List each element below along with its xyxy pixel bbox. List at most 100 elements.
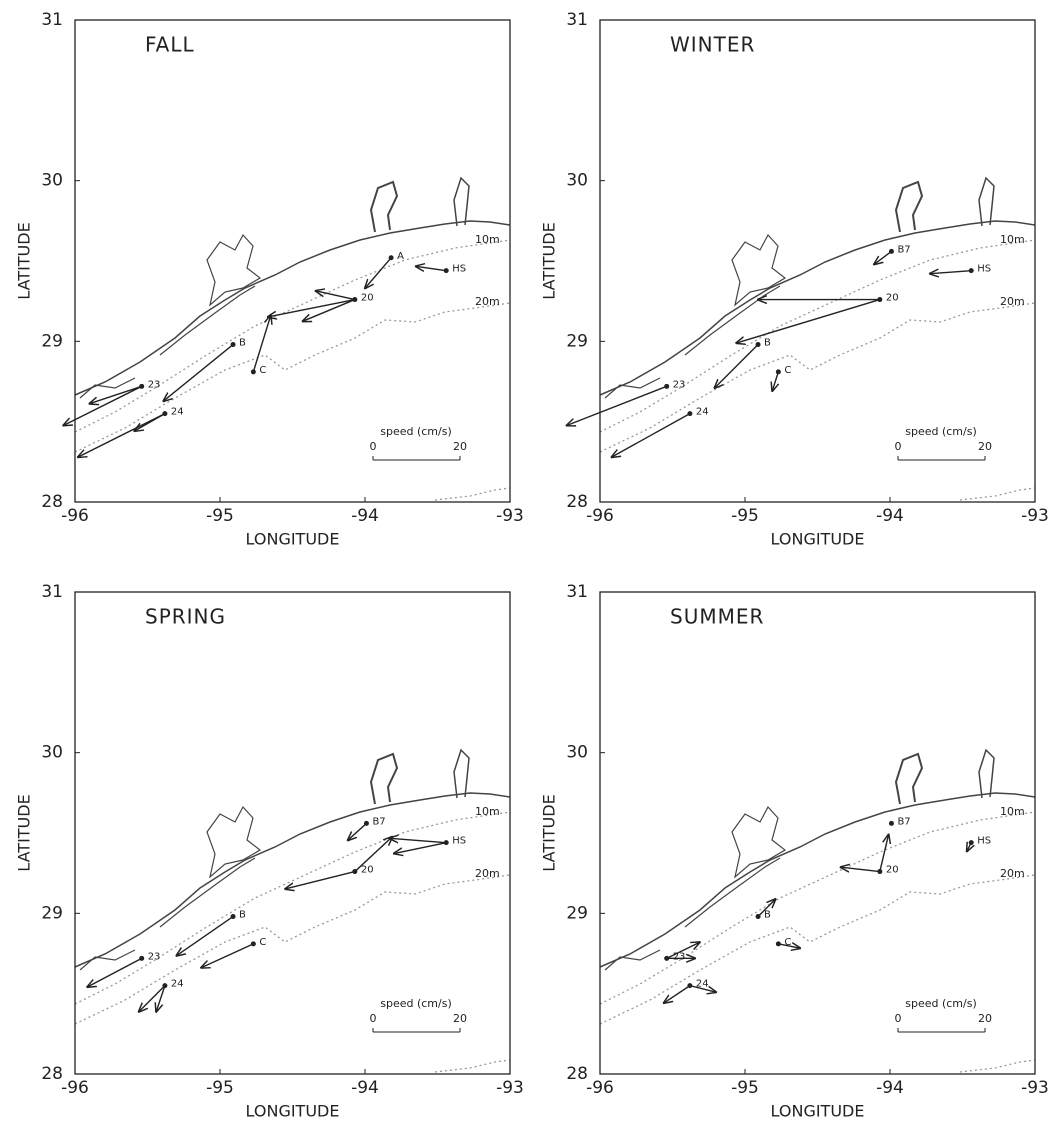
- plot-frame: [74, 19, 511, 503]
- y-axis-label: LATITUDE: [540, 794, 559, 871]
- station-label: HS: [977, 836, 991, 847]
- current-vector: [930, 271, 972, 274]
- station-label: HS: [977, 264, 991, 275]
- station-label: C: [784, 937, 791, 948]
- scale-tick-label: 0: [370, 440, 377, 453]
- current-vector: [139, 985, 166, 1012]
- x-tick-label: -96: [61, 1078, 89, 1098]
- coastline: [75, 749, 510, 1073]
- current-vector: [841, 867, 880, 871]
- station-label: 23: [673, 951, 686, 962]
- current-vector: [177, 915, 234, 956]
- y-axis-label: LATITUDE: [15, 794, 34, 871]
- coastline: [600, 177, 1035, 501]
- y-tick-label: 31: [566, 10, 588, 30]
- x-axis-label: LONGITUDE: [771, 530, 865, 549]
- scale-label: speed (cm/s): [905, 997, 977, 1010]
- x-tick-label: -95: [731, 1078, 759, 1098]
- coastline: [600, 749, 1035, 1073]
- current-vector: [736, 298, 881, 344]
- station-label: 24: [171, 407, 184, 418]
- isobath-label: 20m: [1000, 295, 1025, 308]
- current-vector: [967, 843, 971, 852]
- y-tick-label: 31: [41, 582, 63, 602]
- station-label: B: [764, 338, 771, 349]
- scale-tick-label: 20: [978, 440, 992, 453]
- scale-tick-label: 20: [978, 1012, 992, 1025]
- current-vector: [879, 835, 889, 872]
- y-tick-label: 28: [566, 492, 588, 512]
- current-vector: [163, 344, 234, 402]
- x-tick-label: -95: [731, 506, 759, 526]
- plot-frame: [599, 19, 1036, 503]
- current-vector: [90, 385, 142, 403]
- station-label: 20: [361, 865, 374, 876]
- isobath-label: 10m: [1000, 805, 1025, 818]
- x-axis-label: LONGITUDE: [771, 1102, 865, 1121]
- current-vector: [201, 943, 254, 968]
- y-axis-label: LATITUDE: [540, 222, 559, 299]
- current-vector: [715, 344, 759, 389]
- scale-label: speed (cm/s): [905, 425, 977, 438]
- current-vector: [666, 942, 700, 959]
- current-vector: [874, 250, 892, 264]
- current-vector: [365, 257, 392, 288]
- current-vector: [285, 870, 356, 889]
- current-vector: [416, 266, 447, 270]
- scale-tick-label: 20: [453, 1012, 467, 1025]
- station-label: 20: [361, 293, 374, 304]
- y-tick-label: 30: [41, 743, 63, 763]
- y-tick-label: 30: [566, 743, 588, 763]
- station-label: C: [259, 937, 266, 948]
- y-tick-label: 29: [566, 903, 588, 923]
- current-vector: [303, 298, 356, 322]
- x-axis-label: LONGITUDE: [246, 530, 340, 549]
- current-vector: [268, 298, 355, 317]
- station-label: 20: [886, 865, 899, 876]
- y-tick-label: 29: [566, 331, 588, 351]
- x-tick-label: -95: [206, 506, 234, 526]
- station-label: B7: [897, 244, 910, 255]
- y-tick-label: 29: [41, 331, 63, 351]
- current-vector: [689, 984, 716, 993]
- panel: SUMMER LONGITUDE LATITUDE -96 -95 -94 -93 28 29 3…: [540, 582, 1049, 1121]
- station-label: B7: [897, 816, 910, 827]
- current-vector: [63, 385, 143, 425]
- panel: WINTER LONGITUDE LATITUDE -96 -95 -94 -93 28 29 3…: [540, 10, 1049, 549]
- panel: FALL LONGITUDE LATITUDE -96 -95 -94 -93 28 29 30 3…: [15, 10, 524, 549]
- x-axis-label: LONGITUDE: [246, 1102, 340, 1121]
- x-tick-label: -94: [351, 1078, 379, 1098]
- isobath-label: 10m: [1000, 233, 1025, 246]
- y-axis-label: LATITUDE: [15, 222, 34, 299]
- y-tick-label: 31: [566, 582, 588, 602]
- current-vector: [134, 413, 166, 431]
- x-tick-label: -93: [496, 1078, 524, 1098]
- isobath-label: 10m: [475, 233, 500, 246]
- station-label: 24: [696, 407, 709, 418]
- station-label: B7: [372, 816, 385, 827]
- panel: SPRING LONGITUDE LATITUDE -96 -95 -94 -93 28 29 3…: [15, 582, 524, 1121]
- isobath-label: 20m: [475, 295, 500, 308]
- x-tick-label: -96: [586, 506, 614, 526]
- scale-tick-label: 0: [895, 1012, 902, 1025]
- current-vector: [354, 837, 392, 873]
- current-vector: [664, 985, 691, 1003]
- current-vector: [757, 899, 775, 918]
- plot-frame: [599, 591, 1036, 1075]
- current-vector: [567, 385, 667, 425]
- panel-title: WINTER: [670, 33, 755, 57]
- isobath-label: 20m: [1000, 867, 1025, 880]
- current-vector: [778, 944, 800, 948]
- station-label: 23: [148, 379, 161, 390]
- coastline: [75, 177, 510, 501]
- panel-title: SPRING: [145, 605, 226, 629]
- y-tick-label: 28: [41, 1064, 63, 1084]
- x-tick-label: -93: [496, 506, 524, 526]
- current-vector: [612, 413, 691, 458]
- panel-title: FALL: [145, 33, 195, 57]
- station-label: 23: [673, 379, 686, 390]
- station-label: B: [239, 338, 246, 349]
- station-label: 24: [171, 979, 184, 990]
- x-tick-label: -94: [876, 1078, 904, 1098]
- scale-tick-label: 0: [895, 440, 902, 453]
